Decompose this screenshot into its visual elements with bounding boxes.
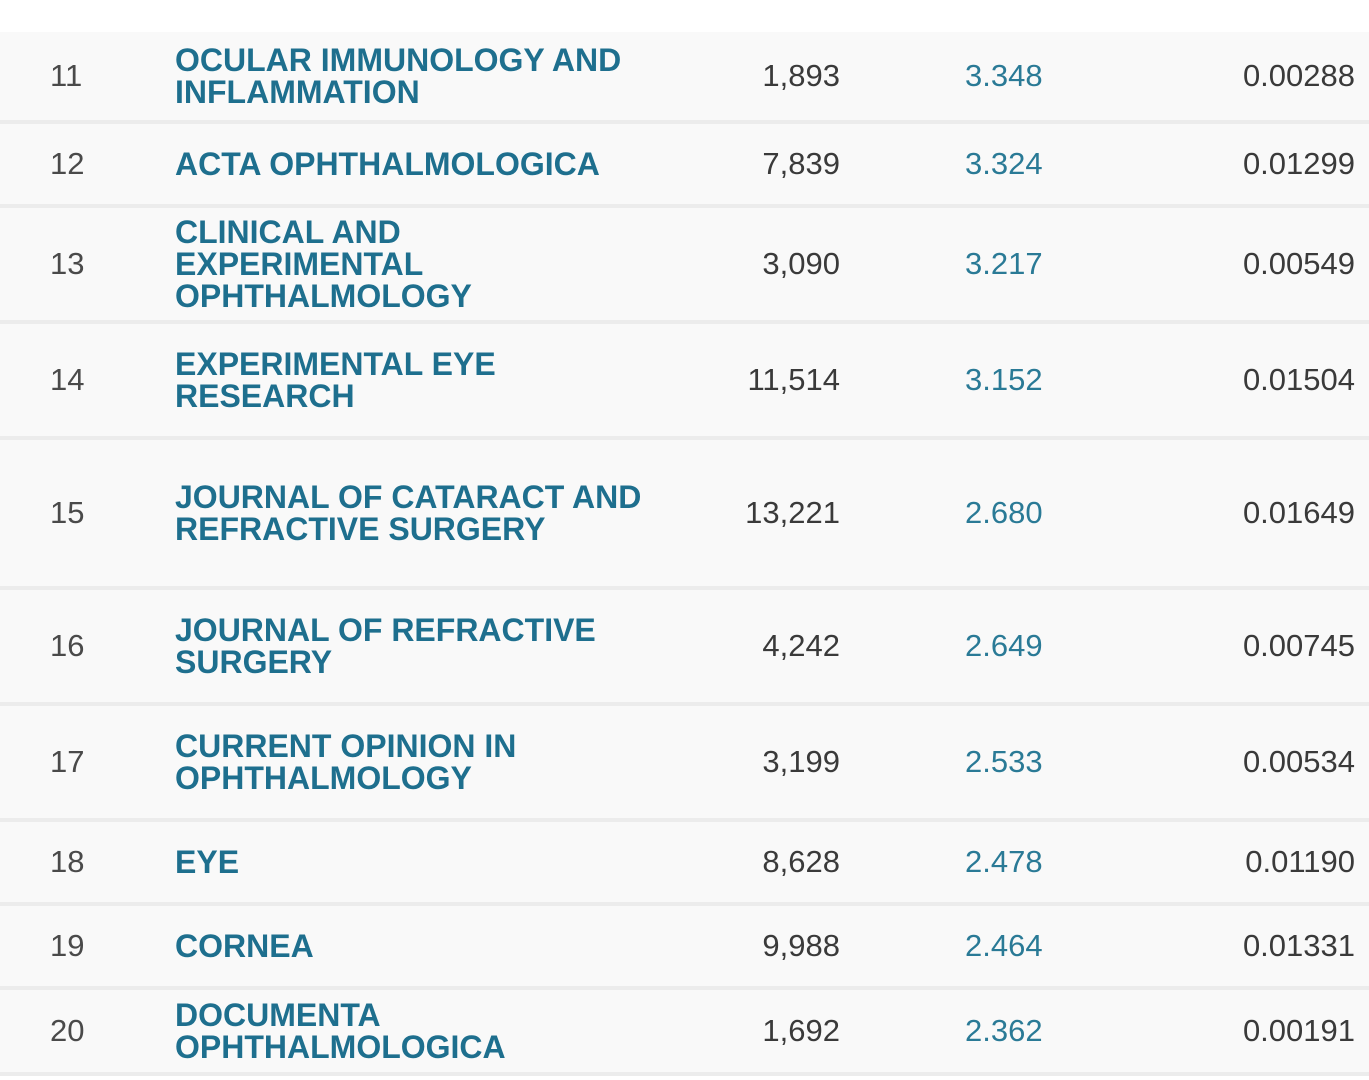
- impact-factor-link[interactable]: 3.324: [965, 146, 1043, 181]
- rank-cell: 11: [50, 58, 83, 93]
- total-cites-cell: 7,839: [762, 146, 840, 181]
- rank-cell: 12: [50, 146, 85, 181]
- impact-factor-link[interactable]: 2.533: [965, 744, 1043, 779]
- journal-title-link[interactable]: ACTA OPHTHALMOLOGICA: [175, 146, 600, 182]
- impact-factor-link[interactable]: 3.152: [965, 362, 1043, 397]
- eigenfactor-cell: 0.01331: [1242, 928, 1355, 963]
- rank-cell: 14: [50, 362, 85, 397]
- eigenfactor-cell: 0.00288: [1242, 58, 1355, 93]
- total-cites-cell: 13,221: [745, 495, 840, 530]
- impact-factor-link[interactable]: 2.464: [965, 928, 1043, 963]
- table-row: 17 CURRENT OPINION IN OPHTHALMOLOGY 3,19…: [0, 706, 1369, 822]
- table-row: 20 DOCUMENTA OPHTHALMOLOGICA 1,692 2.362…: [0, 990, 1369, 1076]
- journal-title-link[interactable]: CORNEA: [175, 928, 314, 964]
- impact-factor-link[interactable]: 2.649: [965, 628, 1043, 663]
- eigenfactor-cell: 0.00549: [1242, 246, 1355, 281]
- rank-cell: 13: [50, 246, 85, 281]
- journal-title-link[interactable]: CURRENT OPINION IN OPHTHALMOLOGY: [175, 728, 517, 796]
- table-row: 16 JOURNAL OF REFRACTIVE SURGERY 4,242 2…: [0, 590, 1369, 706]
- eigenfactor-cell: 0.01190: [1245, 844, 1355, 879]
- total-cites-cell: 1,893: [762, 58, 840, 93]
- table-row: 19 CORNEA 9,988 2.464 0.01331: [0, 906, 1369, 990]
- journal-title-link[interactable]: EYE: [175, 844, 240, 880]
- table-row: 11 OCULAR IMMUNOLOGY AND INFLAMMATION 1,…: [0, 32, 1369, 124]
- journal-title-link[interactable]: OCULAR IMMUNOLOGY AND INFLAMMATION: [175, 42, 622, 110]
- eigenfactor-cell: 0.00745: [1242, 628, 1355, 663]
- table-row: 13 CLINICAL AND EXPERIMENTAL OPHTHALMOLO…: [0, 208, 1369, 324]
- total-cites-cell: 9,988: [762, 928, 840, 963]
- total-cites-cell: 3,199: [762, 744, 840, 779]
- rank-cell: 15: [50, 495, 85, 530]
- rank-cell: 18: [50, 844, 85, 879]
- journal-ranking-table: 11 OCULAR IMMUNOLOGY AND INFLAMMATION 1,…: [0, 32, 1369, 1076]
- impact-factor-link[interactable]: 2.362: [965, 1013, 1043, 1048]
- eigenfactor-cell: 0.01299: [1242, 146, 1355, 181]
- impact-factor-link[interactable]: 2.680: [965, 495, 1043, 530]
- journal-title-link[interactable]: EXPERIMENTAL EYE RESEARCH: [175, 346, 496, 414]
- total-cites-cell: 8,628: [762, 844, 840, 879]
- eigenfactor-cell: 0.01649: [1242, 495, 1355, 530]
- eigenfactor-cell: 0.01504: [1242, 362, 1355, 397]
- top-spacer: [0, 0, 1369, 32]
- rank-cell: 19: [50, 928, 85, 963]
- journal-title-link[interactable]: JOURNAL OF CATARACT AND REFRACTIVE SURGE…: [175, 479, 642, 547]
- total-cites-cell: 3,090: [762, 246, 840, 281]
- table-row: 12 ACTA OPHTHALMOLOGICA 7,839 3.324 0.01…: [0, 124, 1369, 208]
- impact-factor-link[interactable]: 3.217: [965, 246, 1043, 281]
- impact-factor-link[interactable]: 2.478: [965, 844, 1043, 879]
- journal-title-link[interactable]: CLINICAL AND EXPERIMENTAL OPHTHALMOLOGY: [175, 214, 472, 314]
- eigenfactor-cell: 0.00191: [1242, 1013, 1355, 1048]
- journal-title-link[interactable]: DOCUMENTA OPHTHALMOLOGICA: [175, 997, 506, 1065]
- total-cites-cell: 1,692: [762, 1013, 840, 1048]
- total-cites-cell: 4,242: [762, 628, 840, 663]
- table-row: 15 JOURNAL OF CATARACT AND REFRACTIVE SU…: [0, 440, 1369, 590]
- table-row: 14 EXPERIMENTAL EYE RESEARCH 11,514 3.15…: [0, 324, 1369, 440]
- impact-factor-link[interactable]: 3.348: [965, 58, 1043, 93]
- total-cites-cell: 11,514: [747, 362, 840, 397]
- rank-cell: 17: [50, 744, 85, 779]
- rank-cell: 16: [50, 628, 85, 663]
- table-row: 18 EYE 8,628 2.478 0.01190: [0, 822, 1369, 906]
- eigenfactor-cell: 0.00534: [1242, 744, 1355, 779]
- rank-cell: 20: [50, 1013, 85, 1048]
- journal-title-link[interactable]: JOURNAL OF REFRACTIVE SURGERY: [175, 612, 596, 680]
